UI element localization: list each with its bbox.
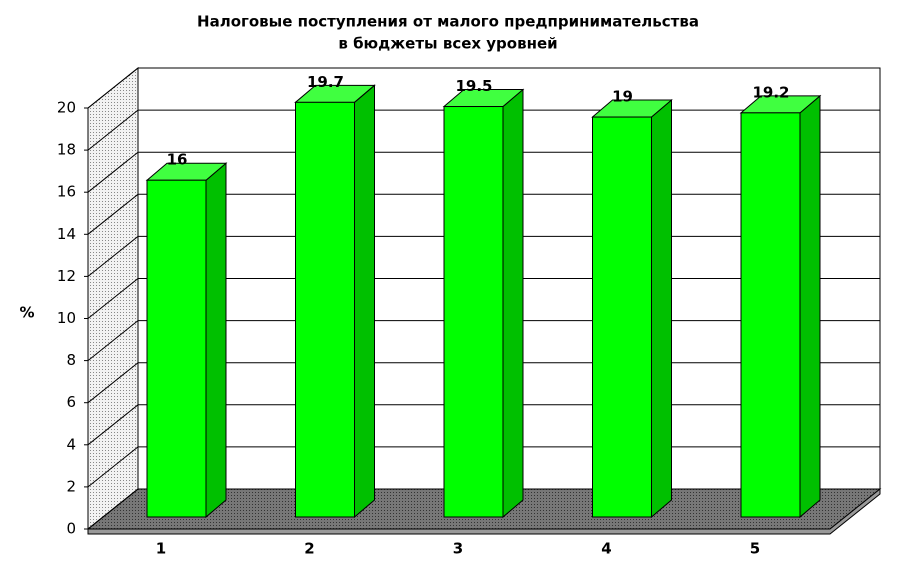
chart-title: Налоговые поступления от малого предприн… bbox=[197, 13, 699, 31]
y-tick-label: 6 bbox=[66, 393, 76, 411]
y-tick-label: 14 bbox=[57, 225, 76, 243]
y-tick-label: 16 bbox=[57, 183, 76, 201]
x-tick-label: 2 bbox=[304, 540, 314, 558]
bar-side bbox=[502, 88, 524, 519]
y-tick-label: 18 bbox=[57, 141, 76, 159]
y-tick-label: 0 bbox=[66, 520, 76, 538]
value-label: 19.5 bbox=[455, 77, 492, 95]
x-tick-label: 4 bbox=[601, 540, 611, 558]
floor-edge bbox=[87, 487, 881, 535]
value-label: 19.2 bbox=[752, 83, 789, 101]
y-tick-label: 12 bbox=[57, 267, 76, 285]
grid-line bbox=[87, 67, 880, 109]
bar-side bbox=[799, 94, 821, 519]
value-label: 19.7 bbox=[307, 73, 344, 91]
bar bbox=[592, 116, 652, 518]
bar-side bbox=[651, 98, 672, 519]
x-tick-label: 3 bbox=[453, 540, 463, 558]
y-tick-label: 2 bbox=[66, 477, 76, 495]
bar bbox=[740, 112, 801, 518]
value-label: 19 bbox=[612, 88, 633, 106]
x-tick-label: 1 bbox=[156, 540, 166, 558]
y-tick-label: 8 bbox=[66, 351, 76, 369]
x-tick-label: 5 bbox=[750, 540, 760, 558]
y-tick-label: 4 bbox=[66, 435, 76, 453]
bar bbox=[146, 179, 207, 518]
bar bbox=[295, 101, 355, 518]
y-tick-label: 20 bbox=[57, 99, 76, 117]
bar-side bbox=[205, 162, 227, 519]
y-tick-label: 10 bbox=[57, 309, 76, 327]
y-axis-label: % bbox=[19, 304, 34, 322]
bar-side bbox=[354, 84, 375, 519]
bar bbox=[443, 106, 504, 518]
value-label: 16 bbox=[167, 151, 188, 169]
chart-title: в бюджеты всех уровней bbox=[338, 35, 557, 53]
